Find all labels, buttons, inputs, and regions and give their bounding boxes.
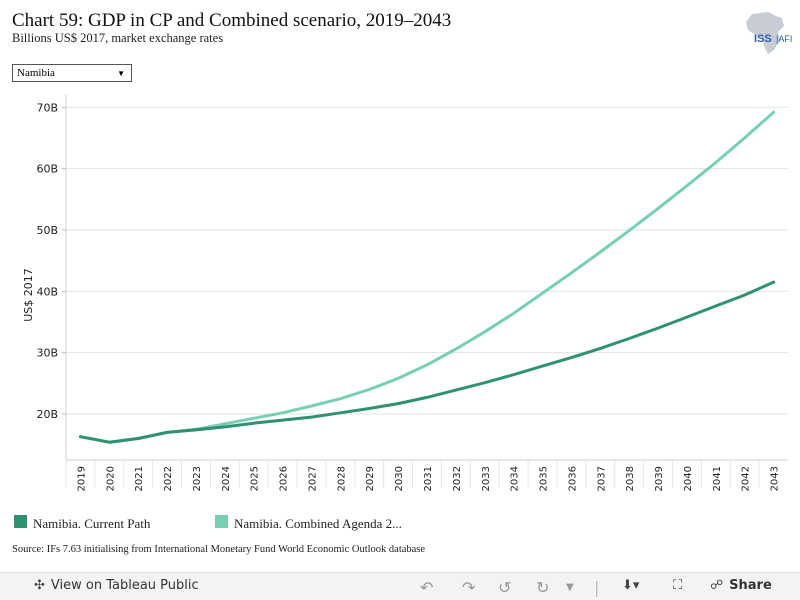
- series-line: [78, 280, 776, 444]
- x-tick-label: 2043: [770, 466, 781, 491]
- share-label: Share: [729, 578, 772, 593]
- x-tick-label: 2038: [625, 466, 636, 491]
- grid-lines: [65, 95, 788, 461]
- country-select[interactable]: Namibia ▼: [12, 64, 132, 82]
- x-tick-label: 2037: [596, 466, 607, 491]
- download-icon[interactable]: ⬇▾: [622, 578, 640, 593]
- y-tick-label: 30B: [36, 347, 58, 360]
- svg-text:ISS: ISS: [754, 33, 772, 45]
- x-tick-label: 2021: [134, 466, 145, 491]
- chart-subtitle: Billions US$ 2017, market exchange rates: [12, 31, 224, 45]
- x-tick-label: 2036: [567, 466, 578, 491]
- legend-label: Namibia. Current Path: [33, 516, 151, 531]
- undo-icon[interactable]: ↶: [420, 578, 434, 597]
- series-line: [78, 110, 776, 444]
- x-tick-label: 2023: [192, 466, 203, 491]
- x-tick-label: 2028: [336, 466, 347, 491]
- series-lines: [78, 110, 776, 444]
- y-tick-label: 40B: [36, 285, 58, 298]
- view-on-tableau-button[interactable]: ✣ View on Tableau Public: [34, 578, 199, 593]
- source-note: Source: IFs 7.63 initialising from Inter…: [12, 544, 426, 555]
- x-tick-label: 2040: [683, 466, 694, 491]
- chevron-down-icon[interactable]: ▼: [566, 582, 574, 593]
- x-tick-label: 2029: [365, 466, 376, 491]
- svg-text:|AFI: |AFI: [776, 34, 792, 44]
- chart-title: Chart 59: GDP in CP and Combined scenari…: [12, 10, 452, 31]
- y-axis-ticks: 20B 30B 40B 50B 60B 70B: [36, 101, 66, 421]
- x-tick-label: 2024: [221, 466, 232, 491]
- x-tick-label: 2042: [741, 466, 752, 491]
- refresh-icon[interactable]: ↻: [536, 578, 550, 597]
- tableau-logo-icon: ✣: [34, 578, 45, 593]
- x-tick-label: 2026: [279, 466, 290, 491]
- x-tick-label: 2032: [452, 466, 463, 491]
- revert-icon[interactable]: ↺: [498, 578, 512, 597]
- y-axis-label: US$ 2017: [22, 268, 35, 322]
- tableau-toolbar: ✣ View on Tableau Public ↶ ↷ ↺ ↻ ▼ | ⬇▾ …: [0, 572, 800, 600]
- fullscreen-icon[interactable]: ⛶: [673, 578, 683, 593]
- view-on-tableau-label: View on Tableau Public: [50, 578, 199, 593]
- x-axis-ticks: 2019 2020 2021 2022 2023 2024 2025 2026 2027 2028…: [65, 460, 781, 491]
- redo-icon[interactable]: ↷: [462, 578, 476, 597]
- x-tick-label: 2034: [510, 466, 521, 491]
- x-tick-label: 2035: [539, 466, 550, 491]
- x-tick-label: 2027: [307, 466, 318, 491]
- y-tick-label: 50B: [36, 224, 58, 237]
- x-tick-label: 2020: [105, 466, 116, 491]
- share-button[interactable]: ☍ Share: [710, 578, 772, 593]
- legend-item-current-path[interactable]: Namibia. Current Path: [14, 510, 150, 532]
- chevron-down-icon: ▼: [117, 68, 125, 78]
- legend-item-combined-agenda[interactable]: Namibia. Combined Agenda 2...: [215, 510, 402, 532]
- x-tick-label: 2022: [163, 466, 174, 491]
- x-tick-label: 2019: [76, 466, 87, 491]
- legend-swatch: [215, 514, 228, 528]
- x-tick-label: 2039: [654, 466, 665, 491]
- iss-africa-logo: ISS |AFI: [746, 12, 792, 54]
- y-tick-label: 70B: [36, 101, 58, 114]
- x-tick-label: 2025: [250, 466, 261, 491]
- y-tick-label: 20B: [36, 408, 58, 421]
- legend-label: Namibia. Combined Agenda 2...: [234, 516, 402, 531]
- share-icon: ☍: [710, 578, 724, 593]
- x-tick-label: 2031: [423, 466, 434, 491]
- legend-swatch: [14, 514, 27, 528]
- x-tick-label: 2030: [394, 466, 405, 491]
- country-select-value: Namibia: [17, 67, 55, 79]
- x-tick-label: 2033: [481, 466, 492, 491]
- x-tick-label: 2041: [712, 466, 723, 491]
- y-tick-label: 60B: [36, 163, 58, 176]
- toolbar-divider: |: [594, 578, 600, 597]
